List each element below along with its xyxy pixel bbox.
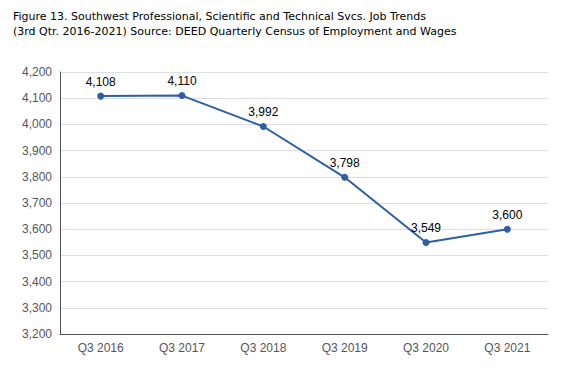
- svg-text:Q3 2019: Q3 2019: [322, 341, 368, 355]
- svg-text:Q3 2016: Q3 2016: [78, 341, 124, 355]
- svg-text:3,800: 3,800: [22, 170, 52, 184]
- svg-text:Q3 2020: Q3 2020: [403, 341, 449, 355]
- svg-text:4,100: 4,100: [22, 91, 52, 105]
- svg-text:4,108: 4,108: [86, 75, 116, 89]
- svg-text:Q3 2018: Q3 2018: [240, 341, 286, 355]
- svg-text:3,992: 3,992: [248, 105, 278, 119]
- svg-text:Q3 2021: Q3 2021: [484, 341, 530, 355]
- svg-text:3,798: 3,798: [330, 156, 360, 170]
- svg-text:3,500: 3,500: [22, 248, 52, 262]
- svg-text:3,300: 3,300: [22, 301, 52, 315]
- svg-text:4,000: 4,000: [22, 117, 52, 131]
- svg-text:3,400: 3,400: [22, 275, 52, 289]
- svg-text:(3rd Qtr. 2016-2021) Source: D: (3rd Qtr. 2016-2021) Source: DEED Quarte…: [13, 25, 457, 38]
- svg-text:3,900: 3,900: [22, 144, 52, 158]
- svg-text:3,600: 3,600: [22, 222, 52, 236]
- svg-text:4,200: 4,200: [22, 65, 52, 79]
- svg-text:3,549: 3,549: [411, 221, 441, 235]
- svg-text:4,110: 4,110: [167, 74, 196, 88]
- svg-text:3,600: 3,600: [492, 208, 522, 222]
- svg-text:Q3 2017: Q3 2017: [159, 341, 205, 355]
- svg-text:3,200: 3,200: [22, 327, 52, 341]
- svg-text:Figure 13. Southwest Professio: Figure 13. Southwest Professional, Scien…: [13, 10, 426, 23]
- svg-text:3,700: 3,700: [22, 196, 52, 210]
